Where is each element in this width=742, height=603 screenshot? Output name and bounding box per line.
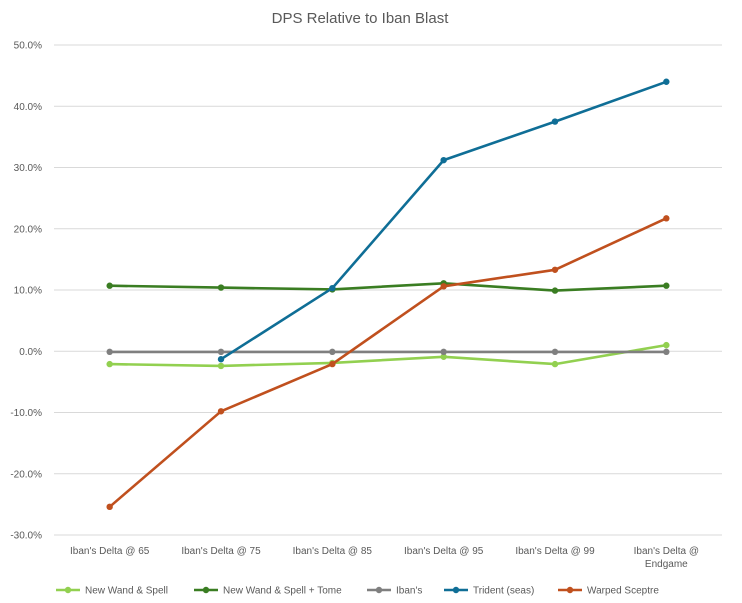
data-point [440,353,447,360]
series-line [220,80,667,361]
y-tick-label: -10.0% [10,408,42,419]
data-point [440,348,447,356]
x-tick-label-line: Iban's Delta @ 95 [404,546,484,557]
y-tick-label: -30.0% [10,531,42,542]
series-line [109,343,667,368]
legend-label: New Wand & Spell [85,586,168,597]
x-tick-label: Iban's Delta @ 85 [293,546,373,557]
x-axis-ticks: Iban's Delta @ 65 Iban's Delta @ 75 Iban's… [70,546,699,570]
data-point [440,283,447,290]
y-tick-label: 30.0% [14,163,42,174]
data-point [106,360,113,368]
x-tick-label: Iban's Delta @ 99 [515,546,595,557]
x-tick-label: Iban's Delta @ Endgame [634,546,699,570]
data-point [329,360,336,368]
x-tick-label: Iban's Delta @ 95 [404,546,484,557]
data-point [217,284,225,291]
series-lines [106,78,670,511]
x-tick-label-line: Iban's Delta @ 75 [181,546,261,557]
x-tick-label-line: Iban's Delta @ 85 [293,546,373,557]
data-point [551,360,559,368]
data-point [551,118,559,125]
x-tick-label-line: Iban's Delta @ 65 [70,546,150,557]
data-point [663,215,670,222]
x-tick-label-line: Iban's Delta @ [634,546,699,557]
data-point [551,287,559,294]
series-0 [106,341,670,370]
series-4 [106,215,670,511]
data-point [663,282,670,289]
data-point [106,282,113,289]
legend-label: Trident (seas) [473,586,534,597]
data-point [551,348,559,356]
gridlines [54,44,722,536]
y-tick-label: 50.0% [14,41,42,52]
series-3 [217,78,670,363]
data-point [217,408,225,415]
legend-label: Iban's [396,586,422,597]
data-point [217,356,225,363]
legend-marker [202,586,210,594]
x-tick-label: Iban's Delta @ 75 [181,546,261,557]
y-tick-label: -20.0% [10,469,42,480]
data-point [663,78,670,85]
legend-label: Warped Sceptre [587,586,659,597]
legend-marker [64,586,72,594]
data-point [217,348,225,356]
x-tick-label-line: Endgame [645,559,688,570]
y-tick-label: 40.0% [14,102,42,113]
data-point [106,348,113,356]
legend: New Wand & Spell New Wand & Spell + Tome I… [56,586,659,597]
data-point [329,348,336,356]
data-point [551,266,559,273]
x-tick-label: Iban's Delta @ 65 [70,546,150,557]
legend-item: New Wand & Spell [56,586,168,597]
data-point [440,156,447,164]
legend-item: Trident (seas) [444,586,534,597]
data-point [217,362,225,370]
data-point [106,503,113,511]
legend-item: Iban's [367,586,422,597]
y-tick-label: 10.0% [14,286,42,297]
legend-marker [375,586,383,594]
legend-item: Warped Sceptre [558,586,659,597]
series-2 [106,348,670,356]
legend-item: New Wand & Spell + Tome [194,586,342,597]
y-axis-ticks: -30.0% -20.0% -10.0% 0.0% 10.0% 20.0% 30.0% 40.… [10,41,42,542]
series-1 [106,280,670,294]
data-point [663,348,670,356]
chart-title: DPS Relative to Iban Blast [272,10,450,27]
series-line [109,282,667,292]
legend-label: New Wand & Spell + Tome [223,586,342,597]
x-tick-label-line: Iban's Delta @ 99 [515,546,595,557]
legend-marker [566,586,574,594]
legend-marker [452,586,460,594]
y-tick-label: 20.0% [14,224,42,235]
data-point [329,284,336,292]
y-tick-label: 0.0% [19,347,42,358]
series-line [108,217,667,508]
data-point [663,341,670,349]
